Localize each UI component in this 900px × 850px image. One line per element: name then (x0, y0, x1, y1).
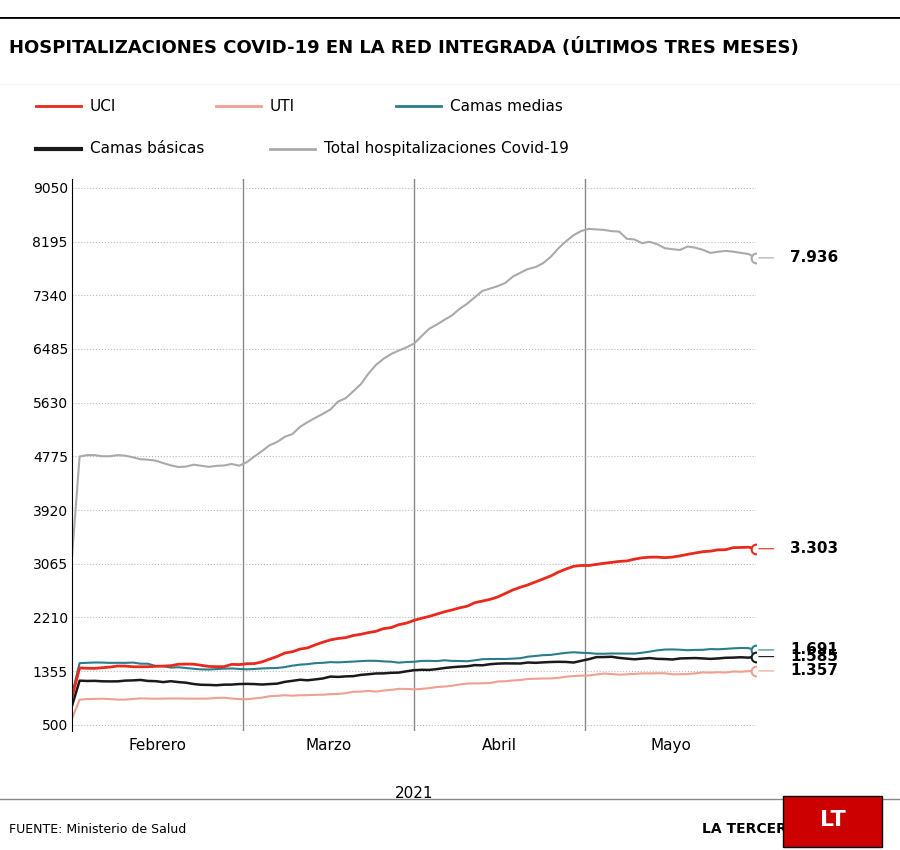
Text: UCI: UCI (90, 99, 116, 114)
Text: Total hospitalizaciones Covid-19: Total hospitalizaciones Covid-19 (324, 141, 569, 156)
Text: Camas básicas: Camas básicas (90, 141, 204, 156)
Text: 1.691: 1.691 (790, 643, 838, 657)
Text: 1.585: 1.585 (790, 649, 838, 664)
Text: 1.357: 1.357 (790, 663, 838, 678)
Text: Camas medias: Camas medias (450, 99, 562, 114)
Text: LA TERCERA: LA TERCERA (702, 822, 797, 836)
Text: FUENTE: Ministerio de Salud: FUENTE: Ministerio de Salud (9, 823, 186, 836)
Text: LT: LT (820, 810, 845, 830)
FancyBboxPatch shape (783, 796, 882, 847)
Text: 3.303: 3.303 (790, 541, 838, 556)
Text: 2021: 2021 (395, 786, 433, 802)
Text: 7.936: 7.936 (790, 251, 839, 265)
Text: HOSPITALIZACIONES COVID-19 EN LA RED INTEGRADA (ÚLTIMOS TRES MESES): HOSPITALIZACIONES COVID-19 EN LA RED INT… (9, 38, 799, 57)
Text: UTI: UTI (270, 99, 295, 114)
